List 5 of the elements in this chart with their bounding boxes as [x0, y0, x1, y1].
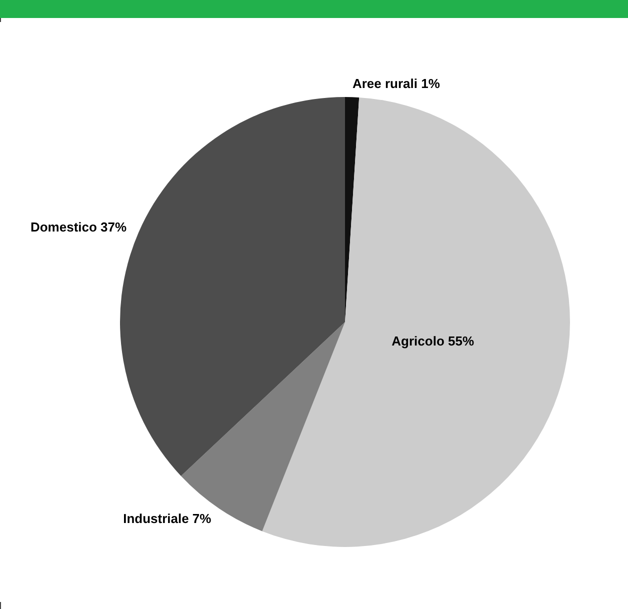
- slice-label: Domestico 37%: [30, 219, 128, 234]
- slice-label: Industriale 7%: [123, 510, 212, 526]
- slice-label: Aree rurali 1%: [352, 76, 440, 92]
- slice-label: Agricolo 55%: [392, 334, 474, 349]
- pie-slice: [262, 97, 570, 547]
